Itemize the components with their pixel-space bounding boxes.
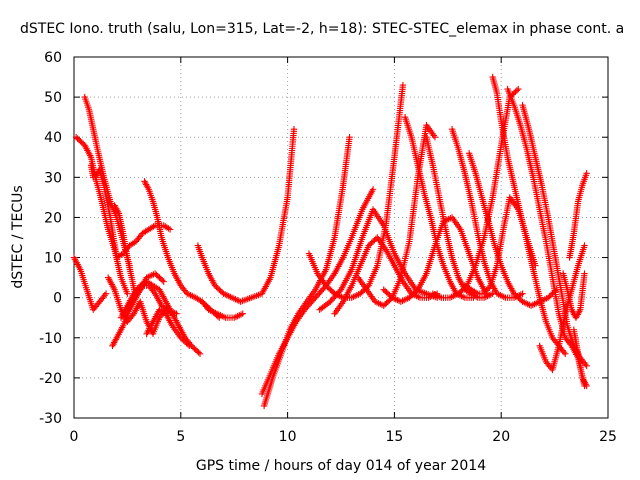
data-series	[570, 326, 590, 390]
y-tick-label: -30	[39, 411, 62, 427]
data-point	[290, 126, 298, 133]
chart-title: dSTEC Iono. truth (salu, Lon=315, Lat=-2…	[20, 21, 624, 37]
y-tick-label: 0	[53, 291, 62, 307]
x-tick-label: 25	[599, 429, 617, 445]
data-point	[239, 310, 246, 317]
data-point	[513, 87, 521, 94]
data-series	[87, 162, 120, 261]
data-points	[70, 73, 590, 410]
data-point	[159, 277, 166, 284]
data-series	[305, 81, 407, 301]
data-series	[401, 113, 477, 301]
data-series	[316, 206, 441, 313]
x-axis-label: GPS time / hours of day 014 of year 2014	[196, 458, 486, 474]
data-point	[160, 278, 167, 285]
data-series	[124, 270, 167, 313]
data-point	[166, 226, 174, 233]
y-tick-label: 10	[44, 251, 62, 267]
data-point	[336, 287, 343, 295]
data-point	[515, 85, 522, 93]
y-tick-label: -20	[39, 371, 62, 387]
x-tick-label: 15	[385, 429, 403, 445]
data-series	[198, 298, 246, 321]
x-tick-label: 10	[279, 429, 297, 445]
data-point	[195, 349, 202, 356]
data-point	[583, 362, 590, 370]
y-tick-label: 20	[44, 210, 62, 226]
data-point	[583, 170, 590, 177]
data-series	[566, 170, 590, 261]
data-series	[448, 126, 526, 301]
y-ticks: -30 -20 -10 0 10 20 30 40 50 60	[39, 50, 608, 427]
data-point	[369, 186, 377, 193]
y-tick-label: 30	[44, 170, 62, 186]
y-tick-label: 60	[44, 50, 62, 66]
y-tick-label: 40	[44, 130, 62, 146]
axes	[73, 56, 609, 419]
data-series	[194, 126, 298, 305]
data-series	[70, 254, 110, 313]
data-point	[562, 350, 569, 358]
plot-frame	[73, 56, 609, 419]
data-series	[141, 178, 223, 321]
data-point	[124, 290, 131, 297]
data-point	[399, 81, 407, 89]
data-series	[559, 270, 588, 321]
data-point	[431, 134, 439, 141]
data-series	[143, 306, 193, 349]
x-tick-label: 5	[176, 429, 185, 445]
x-tick-label: 0	[70, 429, 79, 445]
y-axis-label: dSTEC / TECUs	[10, 185, 26, 288]
data-point	[196, 350, 204, 358]
data-point	[184, 341, 192, 348]
data-point	[519, 290, 526, 297]
data-series	[258, 186, 377, 398]
data-point	[583, 382, 590, 390]
data-point	[102, 290, 110, 297]
data-point	[581, 270, 588, 277]
data-point	[581, 242, 588, 249]
data-point	[186, 342, 193, 349]
data-point	[346, 134, 353, 141]
y-tick-label: 50	[44, 90, 62, 106]
x-tick-label: 20	[492, 429, 510, 445]
y-tick-label: -10	[39, 331, 62, 347]
data-series	[111, 202, 140, 301]
x-ticks: 0 5 10 15 20 25	[70, 57, 617, 445]
data-series	[489, 73, 569, 358]
